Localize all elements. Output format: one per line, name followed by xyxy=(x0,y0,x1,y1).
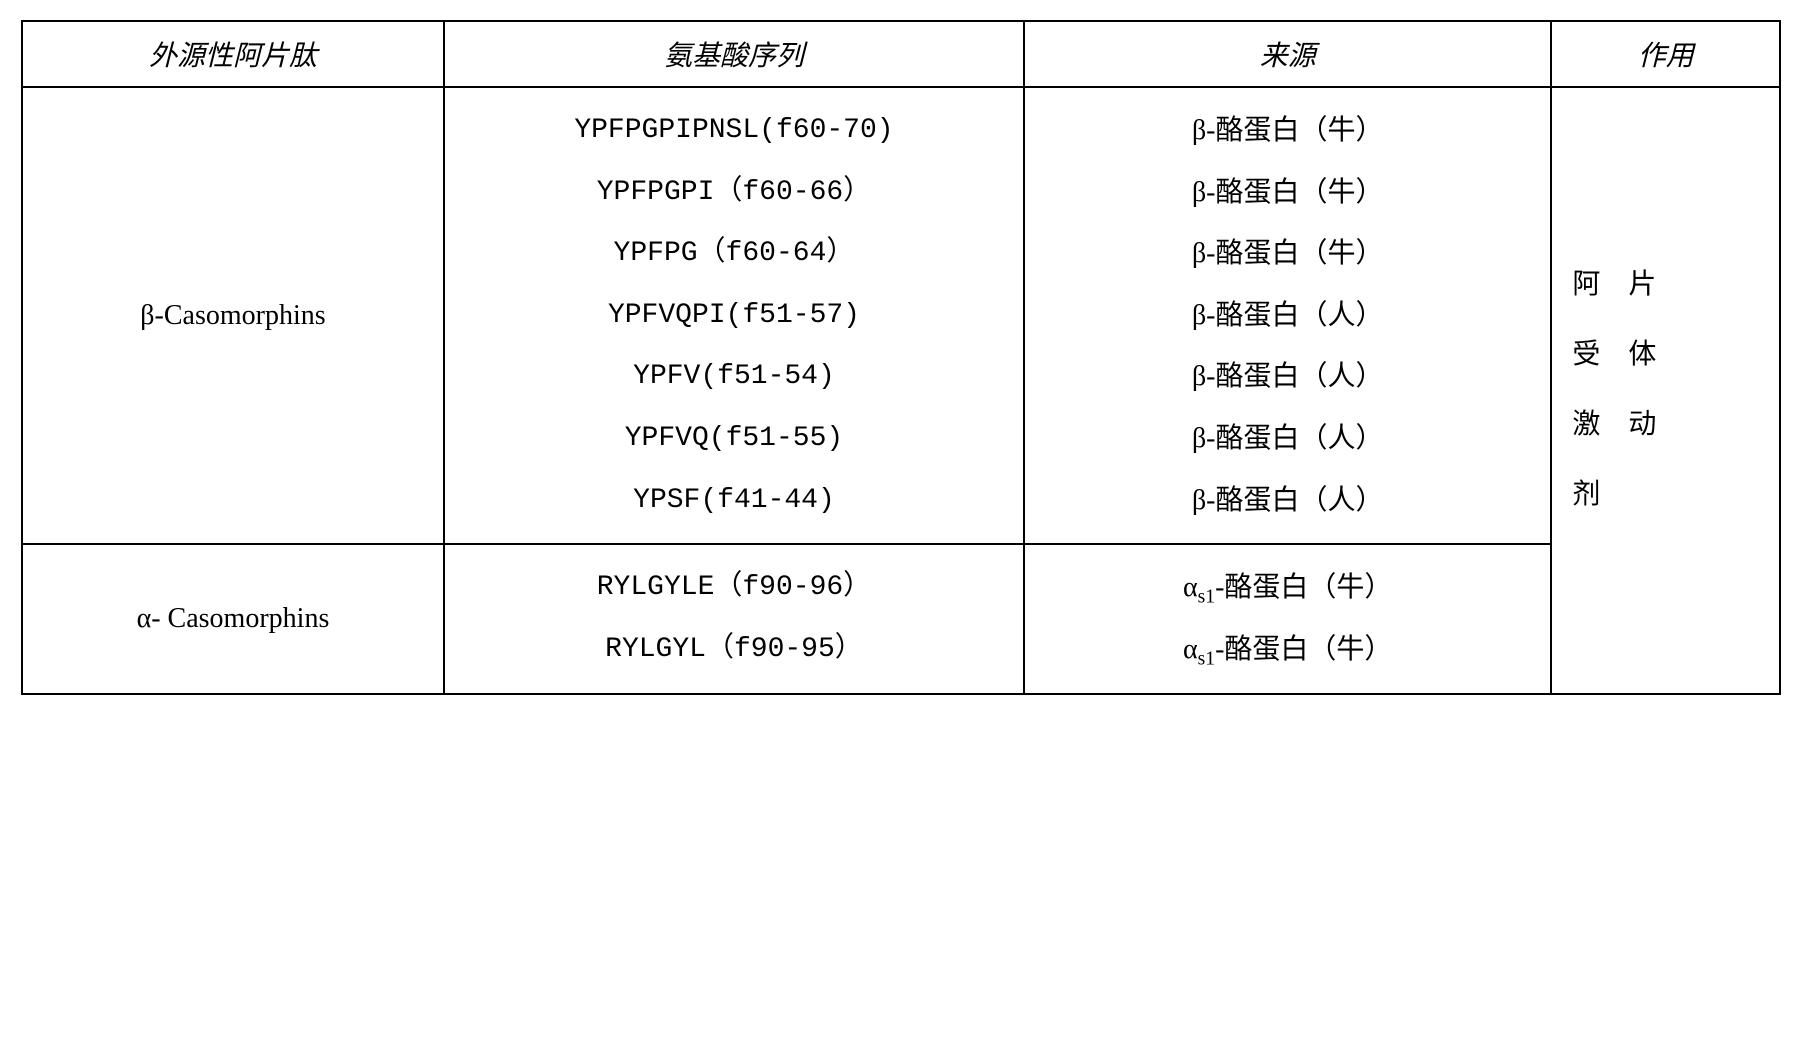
table-row: α- Casomorphins RYLGYLE（f90-96） RYLGYL（f… xyxy=(22,544,1780,693)
effect-line: 受 体 xyxy=(1572,320,1759,390)
table-row: β-Casomorphins YPFPGPIPNSL(f60-70) YPFPG… xyxy=(22,87,1780,544)
header-peptide: 外源性阿片肽 xyxy=(22,21,444,87)
sequence-value: RYLGYLE（f90-96） xyxy=(465,557,1003,619)
source-value: αs1-酪蛋白（牛） xyxy=(1045,557,1530,619)
source-value: β-酪蛋白（牛） xyxy=(1045,223,1530,285)
sources-alpha: αs1-酪蛋白（牛） αs1-酪蛋白（牛） xyxy=(1024,544,1551,693)
source-value: αs1-酪蛋白（牛） xyxy=(1045,619,1530,681)
effect-line: 激 动 xyxy=(1572,390,1759,460)
sources-beta: β-酪蛋白（牛） β-酪蛋白（牛） β-酪蛋白（牛） β-酪蛋白（人） β-酪蛋… xyxy=(1024,87,1551,544)
source-value: β-酪蛋白（人） xyxy=(1045,285,1530,347)
effect-line: 剂 xyxy=(1572,460,1759,530)
sequence-value: YPFVQ(f51-55) xyxy=(465,408,1003,470)
sequences-alpha: RYLGYLE（f90-96） RYLGYL（f90-95） xyxy=(444,544,1024,693)
sequence-value: YPFVQPI(f51-57) xyxy=(465,285,1003,347)
source-value: β-酪蛋白（人） xyxy=(1045,408,1530,470)
sequences-beta: YPFPGPIPNSL(f60-70) YPFPGPI（f60-66） YPFP… xyxy=(444,87,1024,544)
sequence-value: YPSF(f41-44) xyxy=(465,470,1003,532)
sequence-value: YPFV(f51-54) xyxy=(465,346,1003,408)
effect-line: 阿 片 xyxy=(1572,250,1759,320)
sequence-value: YPFPGPIPNSL(f60-70) xyxy=(465,100,1003,162)
sequence-value: RYLGYL（f90-95） xyxy=(465,619,1003,681)
source-value: β-酪蛋白（人） xyxy=(1045,470,1530,532)
sequence-value: YPFPGPI（f60-66） xyxy=(465,162,1003,224)
peptide-beta-casomorphins: β-Casomorphins xyxy=(22,87,444,544)
opioid-peptides-table: 外源性阿片肽 氨基酸序列 来源 作用 β-Casomorphins YPFPGP… xyxy=(21,20,1781,695)
peptide-alpha-casomorphins: α- Casomorphins xyxy=(22,544,444,693)
source-value: β-酪蛋白（牛） xyxy=(1045,162,1530,224)
source-value: β-酪蛋白（人） xyxy=(1045,346,1530,408)
header-sequence: 氨基酸序列 xyxy=(444,21,1024,87)
header-effect: 作用 xyxy=(1551,21,1780,87)
effect-cell: 阿 片 受 体 激 动 剂 xyxy=(1551,87,1780,694)
sequence-value: YPFPG（f60-64） xyxy=(465,223,1003,285)
source-value: β-酪蛋白（牛） xyxy=(1045,100,1530,162)
header-source: 来源 xyxy=(1024,21,1551,87)
table-header-row: 外源性阿片肽 氨基酸序列 来源 作用 xyxy=(22,21,1780,87)
